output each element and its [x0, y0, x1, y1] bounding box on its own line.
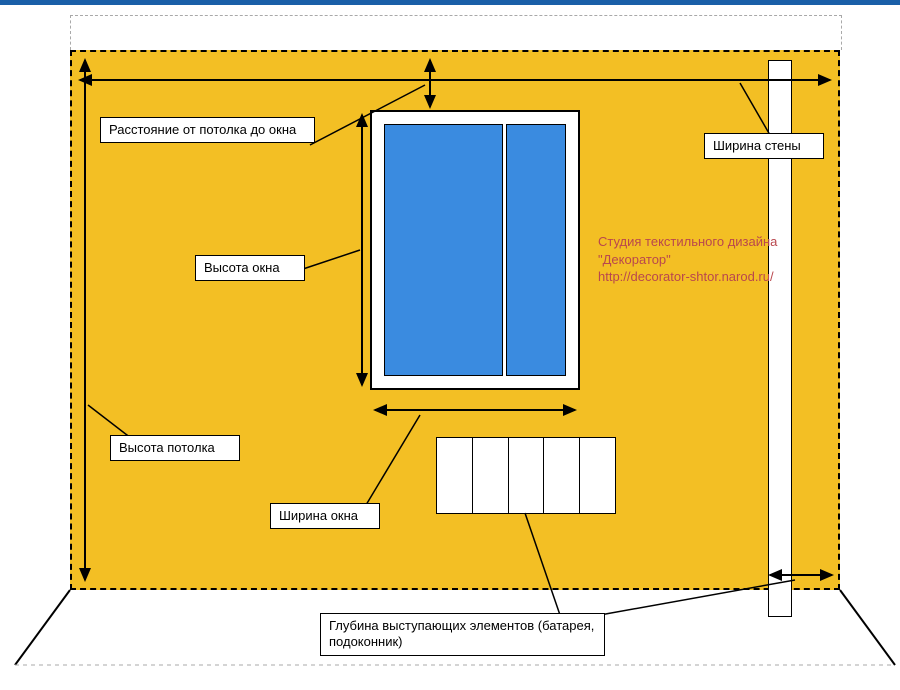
label-window-height: Высота окна — [195, 255, 305, 281]
label-ceiling-height: Высота потолка — [110, 435, 240, 461]
ceiling-outline — [70, 15, 842, 50]
window-glass — [384, 124, 566, 376]
label-text: Ширина окна — [279, 508, 358, 523]
window-pane-right — [506, 124, 566, 376]
credit-line1: Студия текстильного дизайна "Декоратор" — [598, 233, 828, 268]
credit-line2: http://decorator-shtor.narod.ru/ — [598, 268, 828, 286]
label-dist-ceiling-to-window: Расстояние от потолка до окна — [100, 117, 315, 143]
window-pane-left — [384, 124, 503, 376]
radiator — [436, 437, 616, 514]
label-wall-width: Ширина стены — [704, 133, 824, 159]
label-text: Ширина стены — [713, 138, 801, 153]
label-text: Глубина выступающих элементов (батарея, … — [329, 618, 594, 649]
label-protrusion-depth: Глубина выступающих элементов (батарея, … — [320, 613, 605, 656]
label-text: Расстояние от потолка до окна — [109, 122, 296, 137]
label-text: Высота потолка — [119, 440, 215, 455]
label-text: Высота окна — [204, 260, 280, 275]
window-frame — [370, 110, 580, 390]
label-window-width: Ширина окна — [270, 503, 380, 529]
diagram-stage: Расстояние от потолка до окна Высота окн… — [0, 5, 900, 690]
credit-text: Студия текстильного дизайна "Декоратор" … — [598, 233, 828, 286]
